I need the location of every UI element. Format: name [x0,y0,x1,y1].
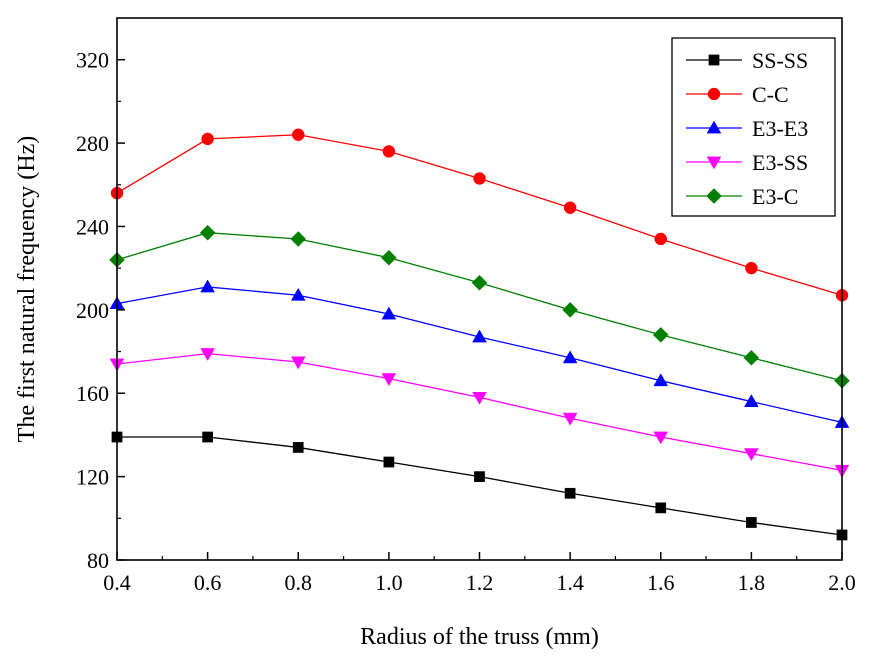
data-point [292,128,305,141]
data-point [562,350,578,364]
legend-entry: SS-SS [686,48,808,73]
y-tick-label: 160 [76,381,109,406]
x-tick-label: 1.6 [647,570,675,595]
data-point [199,224,216,241]
y-tick-label: 320 [76,48,109,73]
y-tick-label: 120 [76,465,109,490]
data-point [381,306,397,320]
legend-box [671,37,836,217]
series-line [116,352,843,472]
data-point [472,329,487,343]
data-point [200,279,215,293]
data-point [200,348,215,362]
data-point [746,517,757,528]
x-tick-label: 1.8 [738,570,766,595]
data-point [743,349,760,366]
x-tick-label: 2.0 [828,570,856,595]
legend-entry: E3-E3 [686,116,808,141]
y-tick-label: 80 [87,548,109,573]
legend-marker [706,120,722,134]
data-point [744,394,759,407]
x-tick-label: 0.4 [103,570,131,595]
legend-marker [706,156,722,170]
series-E3-C [109,224,850,389]
y-tick-label: 240 [76,214,109,239]
x-tick-label: 1.4 [556,570,584,595]
data-point [653,431,669,445]
series-line [116,232,843,382]
y-axis-title: The first natural frequency (Hz) [14,136,40,443]
legend-label: SS-SS [752,48,808,73]
data-point [381,373,397,387]
data-point [382,145,396,158]
data-point [290,231,307,247]
data-point [655,502,667,514]
legend-marker [706,188,722,204]
data-point [562,412,578,426]
data-point [290,287,306,301]
data-point [201,132,214,146]
x-tick-label: 1.0 [375,570,403,595]
legend: SS-SS C-C E3-E3 E3-SS E3-C [671,37,836,217]
series-C-C [110,128,849,302]
data-point [474,471,485,482]
legend-marker [708,54,720,66]
legend-label: C-C [752,82,789,107]
data-point [381,249,397,266]
series-layer [109,128,850,541]
x-tick-label: 0.6 [194,570,222,595]
data-point [653,373,669,387]
data-point [652,327,669,343]
x-tick-label: 1.2 [466,570,494,595]
plot-frame [116,17,843,561]
data-point [202,431,213,443]
data-point [745,261,758,275]
data-point [563,201,577,214]
legend-entry: E3-C [686,184,798,209]
series-SS-SS [111,431,848,541]
y-tick-label: 280 [76,131,109,156]
data-point [290,356,306,370]
series-E3-E3 [109,279,850,428]
legend-marker [707,87,721,101]
x-tick-label: 0.8 [285,570,313,595]
series-line [117,436,843,536]
data-point [471,274,488,291]
legend-entry: E3-SS [686,150,808,175]
y-tick-label: 200 [76,298,109,323]
data-point [562,301,578,318]
data-point [292,442,304,453]
data-point [744,448,759,462]
axis-tick-labels: 0.4 0.6 0.8 1.0 1.2 1.4 1.6 1.8 2.0 80 120 160 200 24… [76,48,856,595]
legend-entry: C-C [686,82,789,107]
legend-label: E3-SS [752,150,808,175]
data-point [383,456,395,468]
data-point [473,172,486,185]
data-point [564,487,576,499]
x-axis-title: Radius of the truss (mm) [360,624,599,650]
data-point [654,232,667,246]
data-point [472,391,487,405]
legend-label: E3-E3 [752,116,808,141]
series-E3-SS [109,348,850,478]
legend-label: E3-C [752,184,798,209]
